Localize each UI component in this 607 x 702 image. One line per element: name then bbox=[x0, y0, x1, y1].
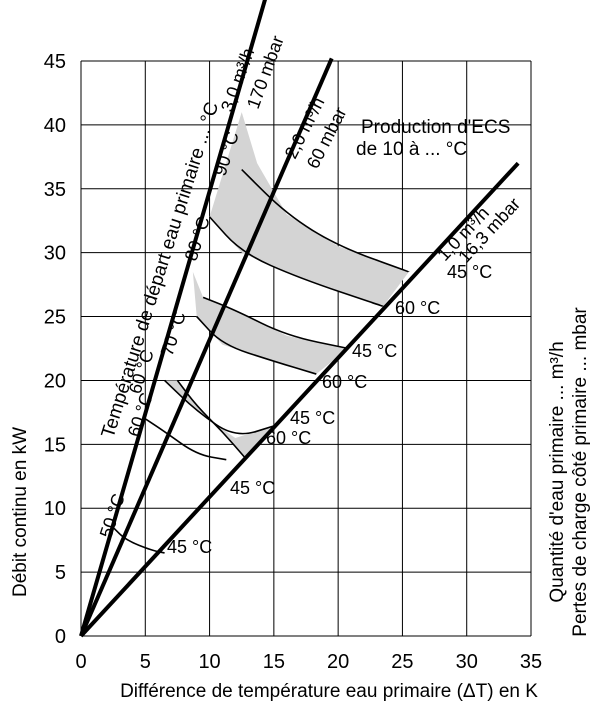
temperature-curve bbox=[144, 418, 227, 461]
grid bbox=[80, 60, 532, 637]
x-tick-label: 5 bbox=[140, 651, 151, 673]
x-tick-label: 0 bbox=[75, 651, 86, 673]
flow-lines bbox=[79, 0, 520, 638]
tick-labels: 0 5 10 15 20 25 30 35 0 5 10 15 20 25 30 35 40 45 bbox=[44, 51, 542, 673]
dhw-temp-label: 45 °C bbox=[447, 262, 492, 282]
dhw-temp-label: 60 °C bbox=[322, 372, 367, 392]
x-tick-label: 15 bbox=[263, 651, 285, 673]
temperature-curve bbox=[202, 296, 349, 350]
y-tick-label: 0 bbox=[55, 626, 66, 648]
dhw-temp-label: 60 °C bbox=[395, 298, 440, 318]
y-tick-label: 30 bbox=[44, 243, 66, 265]
temperature-curve bbox=[241, 169, 410, 273]
shaded-band bbox=[164, 380, 277, 459]
flow-line bbox=[79, 57, 334, 637]
dhw-temp-label: 60 °C bbox=[266, 428, 311, 448]
x-tick-label: 30 bbox=[456, 651, 478, 673]
x-tick-label: 20 bbox=[327, 651, 349, 673]
right-label-pressure: Pertes de charge côté primaire ... mbar bbox=[570, 307, 591, 637]
title-line-2: de 10 à ... °C bbox=[356, 139, 467, 160]
dhw-temp-label: 45 °C bbox=[352, 341, 397, 361]
y-tick-label: 10 bbox=[44, 498, 66, 520]
temperature-curve bbox=[164, 379, 277, 435]
y-tick-label: 15 bbox=[44, 434, 66, 456]
temperature-curve bbox=[112, 526, 165, 554]
shaded-band bbox=[209, 112, 409, 307]
flow-line bbox=[79, 0, 267, 637]
title-line-1: Production d'ECS bbox=[361, 117, 510, 138]
temperature-curve bbox=[176, 379, 247, 459]
shaded-bands bbox=[164, 112, 409, 459]
x-axis-label: Différence de température eau primaire (… bbox=[120, 681, 538, 702]
x-tick-label: 25 bbox=[391, 651, 413, 673]
shaded-band bbox=[192, 271, 349, 375]
temperature-curves bbox=[112, 169, 410, 554]
temperature-curve bbox=[208, 216, 384, 308]
y-tick-label: 20 bbox=[44, 370, 66, 392]
dhw-temp-label: 45 °C bbox=[167, 537, 212, 557]
x-tick-label: 35 bbox=[520, 651, 542, 673]
supply-temp-axis-label: Température de départ eau primaire ... °… bbox=[98, 100, 224, 441]
x-tick-label: 10 bbox=[198, 651, 220, 673]
dhw-temp-label: 45 °C bbox=[290, 408, 335, 428]
y-tick-label: 40 bbox=[44, 115, 66, 137]
y-tick-label: 25 bbox=[44, 307, 66, 329]
right-label-flow: Quantité d'eau primaire ... m³/h bbox=[547, 341, 568, 602]
y-tick-label: 35 bbox=[44, 179, 66, 201]
y-tick-label: 45 bbox=[44, 51, 66, 73]
y-axis-label: Débit continu en kW bbox=[10, 427, 31, 597]
temperature-curve bbox=[196, 316, 317, 375]
y-tick-label: 5 bbox=[55, 562, 66, 584]
flow-line bbox=[79, 161, 520, 638]
dhw-temp-label: 45 °C bbox=[230, 478, 275, 498]
